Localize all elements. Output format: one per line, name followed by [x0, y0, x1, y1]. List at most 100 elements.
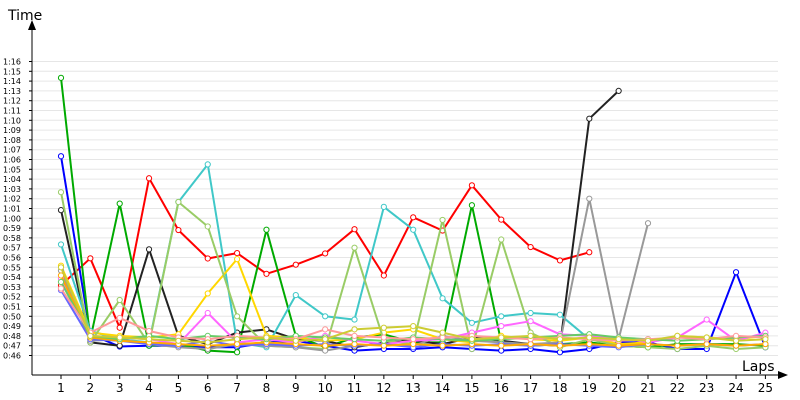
x-tick-label: 4	[145, 381, 153, 395]
y-tick-label: 0:56	[3, 254, 21, 263]
data-point	[234, 313, 241, 320]
data-point	[204, 255, 211, 262]
data-point	[57, 153, 65, 160]
data-point	[204, 309, 211, 317]
data-point	[145, 327, 153, 335]
data-point	[116, 200, 123, 207]
data-point	[498, 216, 505, 223]
data-point	[410, 214, 417, 221]
y-tick-label: 0:46	[3, 352, 21, 361]
x-tick-label: 11	[347, 381, 362, 395]
data-point	[351, 316, 358, 323]
x-axis-arrow-icon	[778, 371, 788, 379]
data-point	[351, 332, 358, 339]
data-point	[234, 249, 241, 257]
x-tick-label: 2	[87, 381, 95, 395]
data-point	[762, 336, 769, 343]
data-point	[322, 342, 329, 349]
y-tick-label: 0:57	[3, 244, 21, 253]
data-point	[527, 332, 534, 339]
data-point	[468, 319, 475, 326]
data-point	[380, 203, 387, 210]
x-tick-label: 8	[263, 381, 271, 395]
y-tick-label: 1:09	[3, 126, 21, 135]
data-point	[498, 334, 505, 341]
data-point	[615, 336, 622, 343]
data-point	[732, 337, 740, 344]
y-axis-arrow-icon	[28, 20, 36, 30]
series-lines	[57, 74, 769, 356]
y-tick-label: 1:16	[3, 58, 21, 67]
data-point	[57, 278, 65, 286]
data-point	[204, 290, 211, 297]
y-tick-label: 0:54	[3, 273, 21, 282]
y-tick-label: 1:03	[3, 185, 21, 194]
y-tick-label: 1:05	[3, 165, 21, 174]
data-point	[380, 324, 387, 331]
data-point	[410, 336, 417, 343]
data-point	[204, 223, 211, 230]
data-point	[57, 241, 65, 248]
x-tick-label: 15	[464, 381, 479, 395]
y-tick-label: 0:47	[3, 342, 21, 351]
data-point	[674, 332, 681, 339]
data-point	[57, 264, 65, 271]
data-point	[468, 182, 475, 189]
data-point	[175, 198, 182, 206]
axes	[28, 20, 788, 379]
data-point	[732, 269, 740, 276]
y-tick-label: 0:49	[3, 322, 21, 331]
x-tick-label: 9	[292, 381, 300, 395]
data-point	[351, 326, 358, 333]
data-point	[380, 334, 387, 341]
data-point	[322, 326, 329, 333]
data-point	[615, 87, 622, 95]
x-tick-label: 7	[233, 381, 241, 395]
data-point	[556, 257, 564, 264]
y-tick-label: 0:53	[3, 283, 21, 292]
data-point	[57, 207, 65, 214]
data-point	[498, 323, 505, 330]
data-point	[380, 272, 387, 279]
data-point	[498, 236, 505, 243]
data-point	[527, 309, 534, 317]
y-tick-label: 1:02	[3, 195, 21, 204]
y-tick-label: 1:07	[3, 146, 21, 155]
data-point	[116, 296, 123, 304]
y-tick-label: 1:15	[3, 67, 21, 76]
data-point	[586, 195, 593, 202]
data-point	[292, 337, 299, 344]
x-tick-label: 19	[582, 381, 597, 395]
y-tick-label: 1:01	[3, 205, 21, 214]
y-tick-label: 0:59	[3, 224, 21, 233]
y-tick-label: 0:52	[3, 293, 21, 302]
data-point	[57, 74, 65, 81]
x-tick-label: 18	[552, 381, 567, 395]
data-point	[322, 336, 329, 343]
data-point	[292, 291, 299, 299]
data-point	[175, 226, 182, 234]
data-point	[116, 314, 123, 322]
data-point	[586, 115, 593, 122]
y-axis-title: Time	[7, 8, 42, 24]
data-point	[439, 342, 446, 349]
data-point	[263, 270, 270, 277]
x-tick-label: 25	[758, 381, 773, 395]
data-point	[586, 249, 593, 256]
y-tick-label: 1:00	[3, 214, 21, 223]
data-point	[57, 285, 65, 292]
data-point	[116, 334, 123, 341]
x-tick-label: 21	[640, 381, 655, 395]
data-point	[322, 250, 329, 257]
y-tick-label: 1:13	[3, 87, 21, 96]
x-tick-label: 6	[204, 381, 212, 395]
x-tick-label: 16	[494, 381, 509, 395]
data-point	[263, 334, 270, 341]
y-tick-label: 1:06	[3, 156, 21, 165]
data-point	[87, 332, 94, 339]
data-point	[644, 337, 652, 344]
data-point	[439, 295, 446, 302]
y-tick-label: 0:48	[3, 332, 21, 341]
data-point	[234, 336, 241, 343]
